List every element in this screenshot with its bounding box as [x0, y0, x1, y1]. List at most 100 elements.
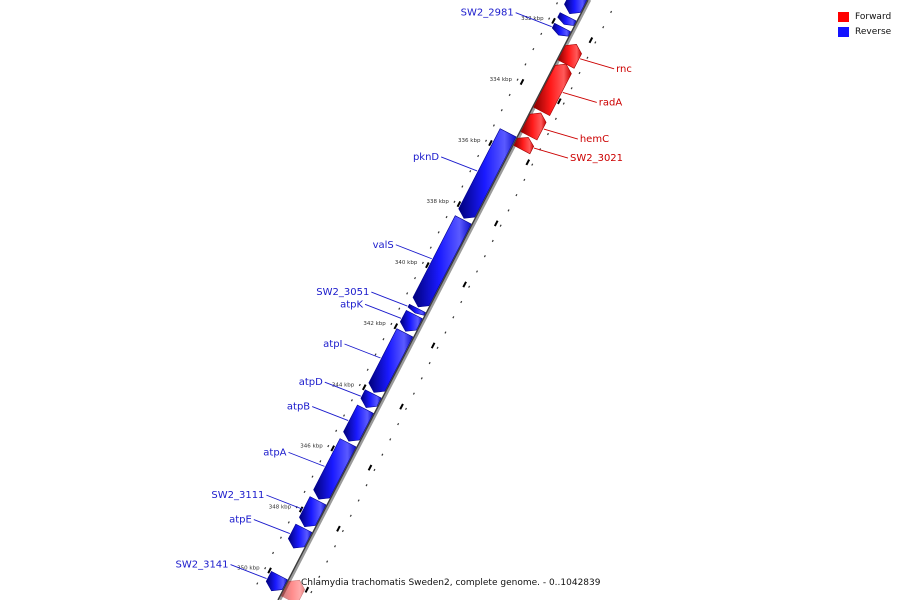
axis-line: [277, 0, 589, 600]
minor-tick: [452, 316, 455, 319]
leader-line: [580, 58, 615, 70]
minor-tick: [349, 514, 352, 517]
minor-tick: [540, 32, 543, 36]
tick-label: 338 kbp: [426, 199, 449, 205]
minor-tick: [570, 87, 573, 90]
gene-features: [265, 0, 588, 600]
minor-tick: [264, 567, 267, 570]
minor-tick: [373, 468, 376, 472]
atpa-gene-arrow: [313, 438, 357, 500]
leader-line: [533, 147, 569, 159]
minor-tick: [469, 170, 472, 173]
minor-tick: [397, 422, 400, 426]
major-tick: [330, 445, 335, 452]
minor-tick: [374, 353, 377, 356]
minor-tick: [554, 117, 557, 120]
legend-forward: Forward: [838, 9, 891, 24]
atpb-gene-arrow: [343, 404, 374, 442]
minor-tick: [578, 71, 581, 75]
minor-tick: [508, 93, 511, 97]
minor-tick: [421, 261, 424, 265]
gene-label-atpd: atpD: [299, 377, 323, 388]
minor-tick: [303, 490, 306, 494]
gene-label-pknd: pknD: [413, 152, 439, 163]
minor-tick: [532, 47, 535, 51]
minor-tick: [350, 399, 353, 402]
legend-reverse: Reverse: [838, 24, 891, 39]
legend: Forward Reverse: [838, 9, 891, 39]
minor-tick: [548, 17, 551, 20]
minor-tick: [389, 438, 392, 441]
tick-label: 346 kbp: [300, 443, 323, 449]
legend-reverse-label: Reverse: [855, 26, 892, 37]
minor-tick: [335, 429, 338, 432]
minor-tick: [343, 414, 346, 417]
atpi-gene-arrow: [368, 328, 414, 393]
minor-tick: [524, 63, 527, 66]
minor-tick: [460, 300, 463, 304]
minor-tick: [602, 26, 605, 29]
major-tick: [304, 586, 310, 593]
major-tick: [336, 525, 341, 532]
minor-tick: [531, 163, 534, 166]
major-tick: [557, 98, 562, 105]
gene-label-atpk: atpK: [340, 299, 363, 310]
minor-tick: [477, 154, 480, 158]
minor-tick: [406, 292, 409, 295]
minor-tick: [594, 41, 597, 44]
minor-tick: [319, 460, 322, 463]
minor-tick: [461, 185, 464, 188]
leader-line: [395, 244, 432, 260]
minor-tick: [341, 529, 344, 533]
leader-line: [344, 343, 381, 359]
minor-tick: [468, 285, 471, 288]
gene-label-sw2-3021: SW2_3021: [570, 153, 623, 164]
leader-line: [440, 156, 478, 172]
vals-gene-arrow: [412, 215, 472, 308]
minor-tick: [398, 307, 401, 310]
major-tick: [361, 384, 367, 391]
minor-tick: [453, 200, 456, 203]
minor-tick: [327, 444, 330, 448]
leader-line: [266, 494, 303, 510]
leader-line: [364, 303, 402, 319]
major-tick: [430, 342, 436, 349]
minor-tick: [414, 276, 417, 280]
minor-tick: [586, 56, 589, 59]
leader-line: [562, 91, 597, 103]
minor-tick: [444, 331, 447, 334]
minor-tick: [500, 109, 503, 112]
minor-tick: [436, 346, 439, 349]
minor-tick: [547, 132, 549, 136]
leader-line: [288, 451, 325, 467]
legend-forward-label: Forward: [855, 11, 892, 22]
forward-swatch: [838, 11, 849, 22]
minor-tick: [445, 215, 448, 219]
minor-tick: [499, 224, 502, 227]
tick-label: 344 kbp: [332, 382, 355, 388]
atpe-gene-arrow: [287, 523, 313, 549]
tick-label: 340 kbp: [395, 260, 418, 266]
minor-tick: [523, 178, 526, 182]
minor-tick: [311, 475, 314, 478]
gene-label-atpa: atpA: [263, 447, 286, 458]
major-tick: [588, 37, 594, 44]
minor-tick: [516, 78, 519, 81]
atpk-gene-arrow: [399, 309, 423, 332]
major-tick: [493, 220, 499, 227]
minor-tick: [272, 551, 275, 555]
minor-tick: [279, 536, 282, 539]
minor-tick: [334, 545, 337, 548]
minor-tick: [556, 2, 559, 5]
unnamed-1-gene-arrow: [557, 12, 577, 26]
minor-tick: [412, 392, 415, 395]
minor-tick: [381, 453, 384, 456]
major-tick: [488, 139, 493, 147]
minor-tick: [507, 209, 510, 212]
minor-tick: [318, 575, 321, 578]
leader-line: [515, 12, 552, 28]
major-tick: [425, 262, 430, 269]
minor-tick: [420, 377, 423, 380]
rada-gene-arrow: [533, 63, 572, 117]
